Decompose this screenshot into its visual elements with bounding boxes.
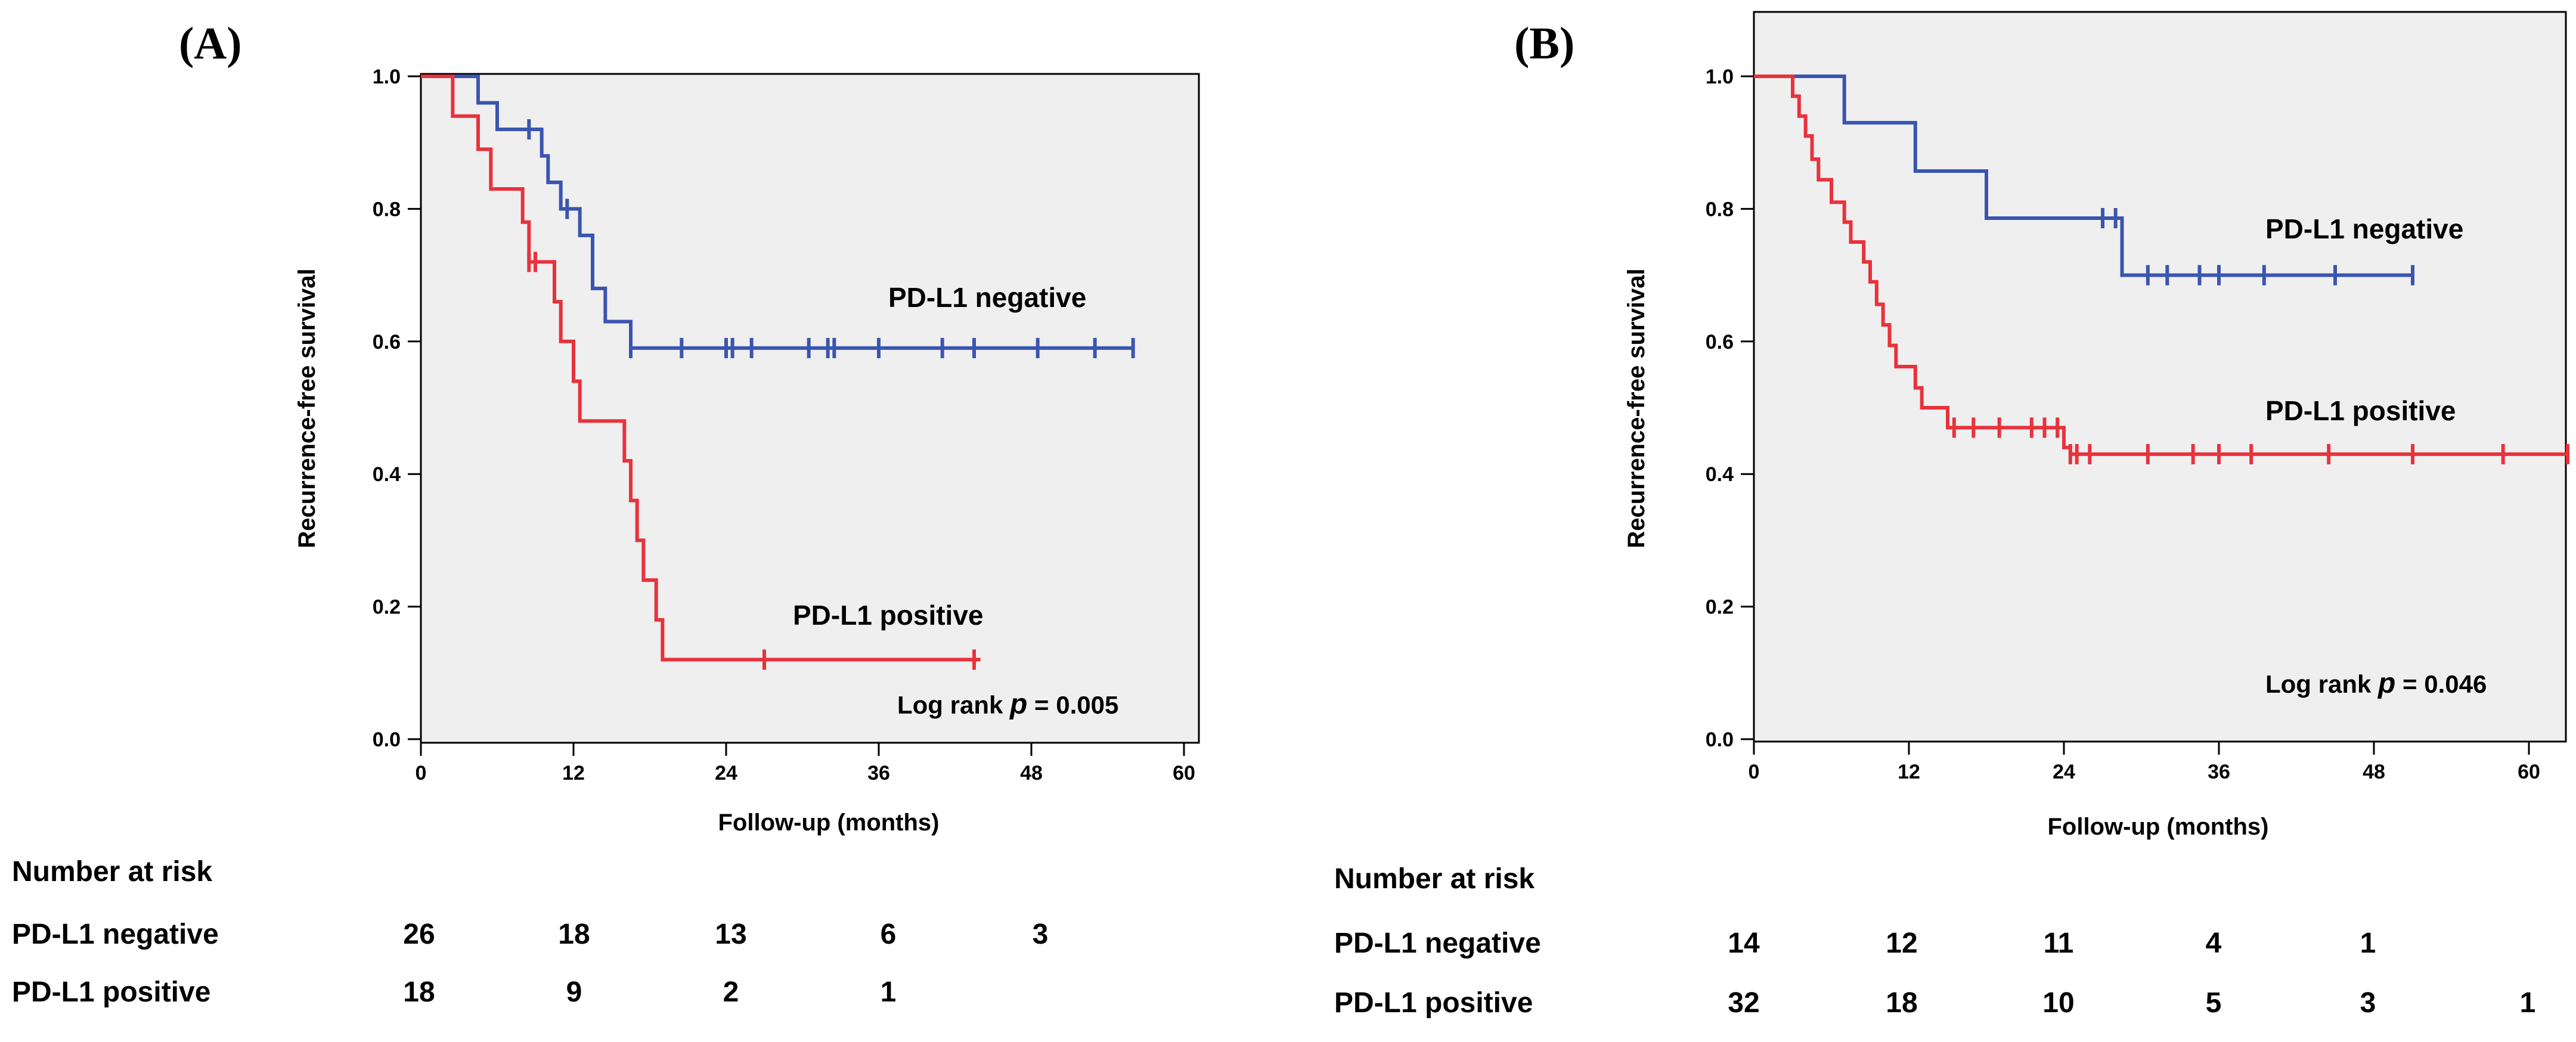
panel-b: (B) 0.0 0.2 0.4 0.6 0.8 1.0 0 12 24 36 48 60 Recur…	[1334, 11, 2569, 1019]
panel-a-risk-title: Number at risk	[12, 856, 212, 888]
panel-b-x-tick-label: 48	[2363, 761, 2385, 783]
panel-a-risk-pos-36: 1	[881, 976, 897, 1008]
panel-b-negative-curve	[1754, 75, 2413, 277]
panel-a-y-tick-label: 0.8	[373, 198, 401, 221]
panel-b-curves	[1754, 75, 2569, 464]
panel-a-curves	[421, 75, 1135, 670]
panel-a-negative-curve	[421, 75, 1133, 350]
panel-a-risk-neg-24: 13	[715, 919, 746, 950]
panel-b-risk-neg-12: 12	[1886, 928, 1917, 959]
panel-b-risk-row-negative-label: PD-L1 negative	[1334, 928, 1541, 959]
panel-b-x-axis-title: Follow-up (months)	[2047, 814, 2268, 840]
panel-a-x-tick-label: 0	[416, 762, 427, 784]
panel-b-y-tick-label: 0.8	[1706, 198, 1734, 221]
panel-b-logrank: Log rank p = 0.046	[2265, 668, 2487, 699]
panel-a-y-tick-label: 1.0	[373, 66, 401, 88]
panel-a-risk-pos-24: 2	[723, 976, 739, 1008]
panel-b-x-axis: 0 12 24 36 48 60	[1749, 742, 2540, 783]
panel-a-y-axis: 0.0 0.2 0.4 0.6 0.8 1.0	[373, 66, 421, 751]
panel-a-risk-neg-48: 3	[1033, 919, 1049, 950]
panel-a-risk-row-positive-label: PD-L1 positive	[12, 976, 210, 1008]
panel-b-y-tick-label: 0.0	[1706, 728, 1734, 751]
panel-a-y-tick-label: 0.4	[373, 463, 401, 486]
panel-b-risk-row-positive-label: PD-L1 positive	[1334, 987, 1533, 1019]
panel-a-x-tick-label: 36	[867, 762, 890, 784]
panel-b-y-tick-label: 0.6	[1706, 331, 1734, 353]
panel-b-x-tick-label: 0	[1749, 761, 1760, 783]
panel-a-x-axis-title: Follow-up (months)	[718, 810, 939, 836]
panel-a-negative-label: PD-L1 negative	[888, 282, 1086, 313]
panel-a-risk-row-negative-label: PD-L1 negative	[12, 919, 219, 950]
panel-b-risk-title: Number at risk	[1334, 863, 1535, 895]
panel-b-y-axis-title: Recurrence-free survival	[1623, 268, 1650, 548]
panel-b-label: (B)	[1514, 18, 1574, 69]
panel-b-plot-area	[1753, 11, 2567, 743]
panel-a-y-tick-label: 0.0	[373, 728, 401, 751]
panel-a-logrank: Log rank p = 0.005	[897, 689, 1118, 720]
panel-b-risk-pos-36: 5	[2206, 987, 2222, 1019]
panel-b-x-tick-label: 60	[2518, 761, 2540, 783]
panel-a: (A) 0.00.20.40.60.81.0 0 12 24 36 48 60 Recur…	[12, 18, 1200, 1008]
panel-b-risk-neg-48: 1	[2360, 928, 2376, 959]
panel-a-risk-table: Number at risk PD-L1 negative PD-L1 posi…	[12, 856, 1048, 1008]
panel-b-risk-pos-48: 3	[2360, 987, 2376, 1019]
panel-a-risk-pos-12: 9	[566, 976, 582, 1008]
panel-b-negative-label: PD-L1 negative	[2265, 213, 2463, 244]
panel-a-risk-neg-12: 18	[558, 919, 590, 950]
panel-b-positive-label: PD-L1 positive	[2265, 395, 2456, 426]
panel-a-label: (A)	[179, 18, 242, 69]
panel-b-x-tick-label: 36	[2208, 761, 2230, 783]
panel-b-risk-neg-24: 11	[2044, 928, 2074, 959]
panel-a-x-tick-label: 12	[562, 762, 585, 784]
panel-a-plot-area	[420, 73, 1200, 744]
panel-a-risk-pos-0: 18	[403, 976, 435, 1008]
panel-b-positive-curve	[1754, 75, 2568, 456]
panel-a-positive-curve	[421, 75, 981, 662]
panel-a-y-tick-label: 0.2	[373, 596, 401, 619]
panel-b-risk-pos-0: 32	[1728, 987, 1759, 1019]
panel-a-x-tick-label: 60	[1173, 762, 1195, 784]
panel-a-risk-neg-36: 6	[881, 919, 897, 950]
panel-a-x-axis: 0 12 24 36 48 60	[416, 743, 1195, 784]
panel-a-x-tick-label: 48	[1020, 762, 1043, 784]
panel-b-risk-pos-24: 10	[2042, 987, 2074, 1019]
panel-a-x-tick-label: 24	[715, 762, 737, 784]
panel-b-y-tick-label: 0.2	[1706, 596, 1734, 619]
panel-b-risk-table: Number at risk PD-L1 negative PD-L1 posi…	[1334, 863, 2535, 1019]
panel-b-y-tick-label: 1.0	[1706, 66, 1734, 88]
panel-b-x-tick-label: 24	[2053, 761, 2075, 783]
panel-b-x-tick-label: 12	[1898, 761, 1920, 783]
panel-a-y-tick-label: 0.6	[373, 331, 401, 353]
panel-b-risk-pos-12: 18	[1886, 987, 1917, 1019]
panel-b-y-axis: 0.0 0.2 0.4 0.6 0.8 1.0	[1706, 66, 1754, 751]
panel-b-risk-neg-36: 4	[2206, 928, 2222, 959]
panel-b-risk-pos-60: 1	[2520, 987, 2536, 1019]
panel-a-y-axis-title: Recurrence-free survival	[294, 268, 320, 548]
panel-a-risk-neg-0: 26	[403, 919, 435, 950]
panel-b-risk-neg-0: 14	[1728, 928, 1760, 959]
panel-b-y-tick-label: 0.4	[1706, 463, 1734, 486]
panel-a-positive-label: PD-L1 positive	[793, 600, 984, 631]
